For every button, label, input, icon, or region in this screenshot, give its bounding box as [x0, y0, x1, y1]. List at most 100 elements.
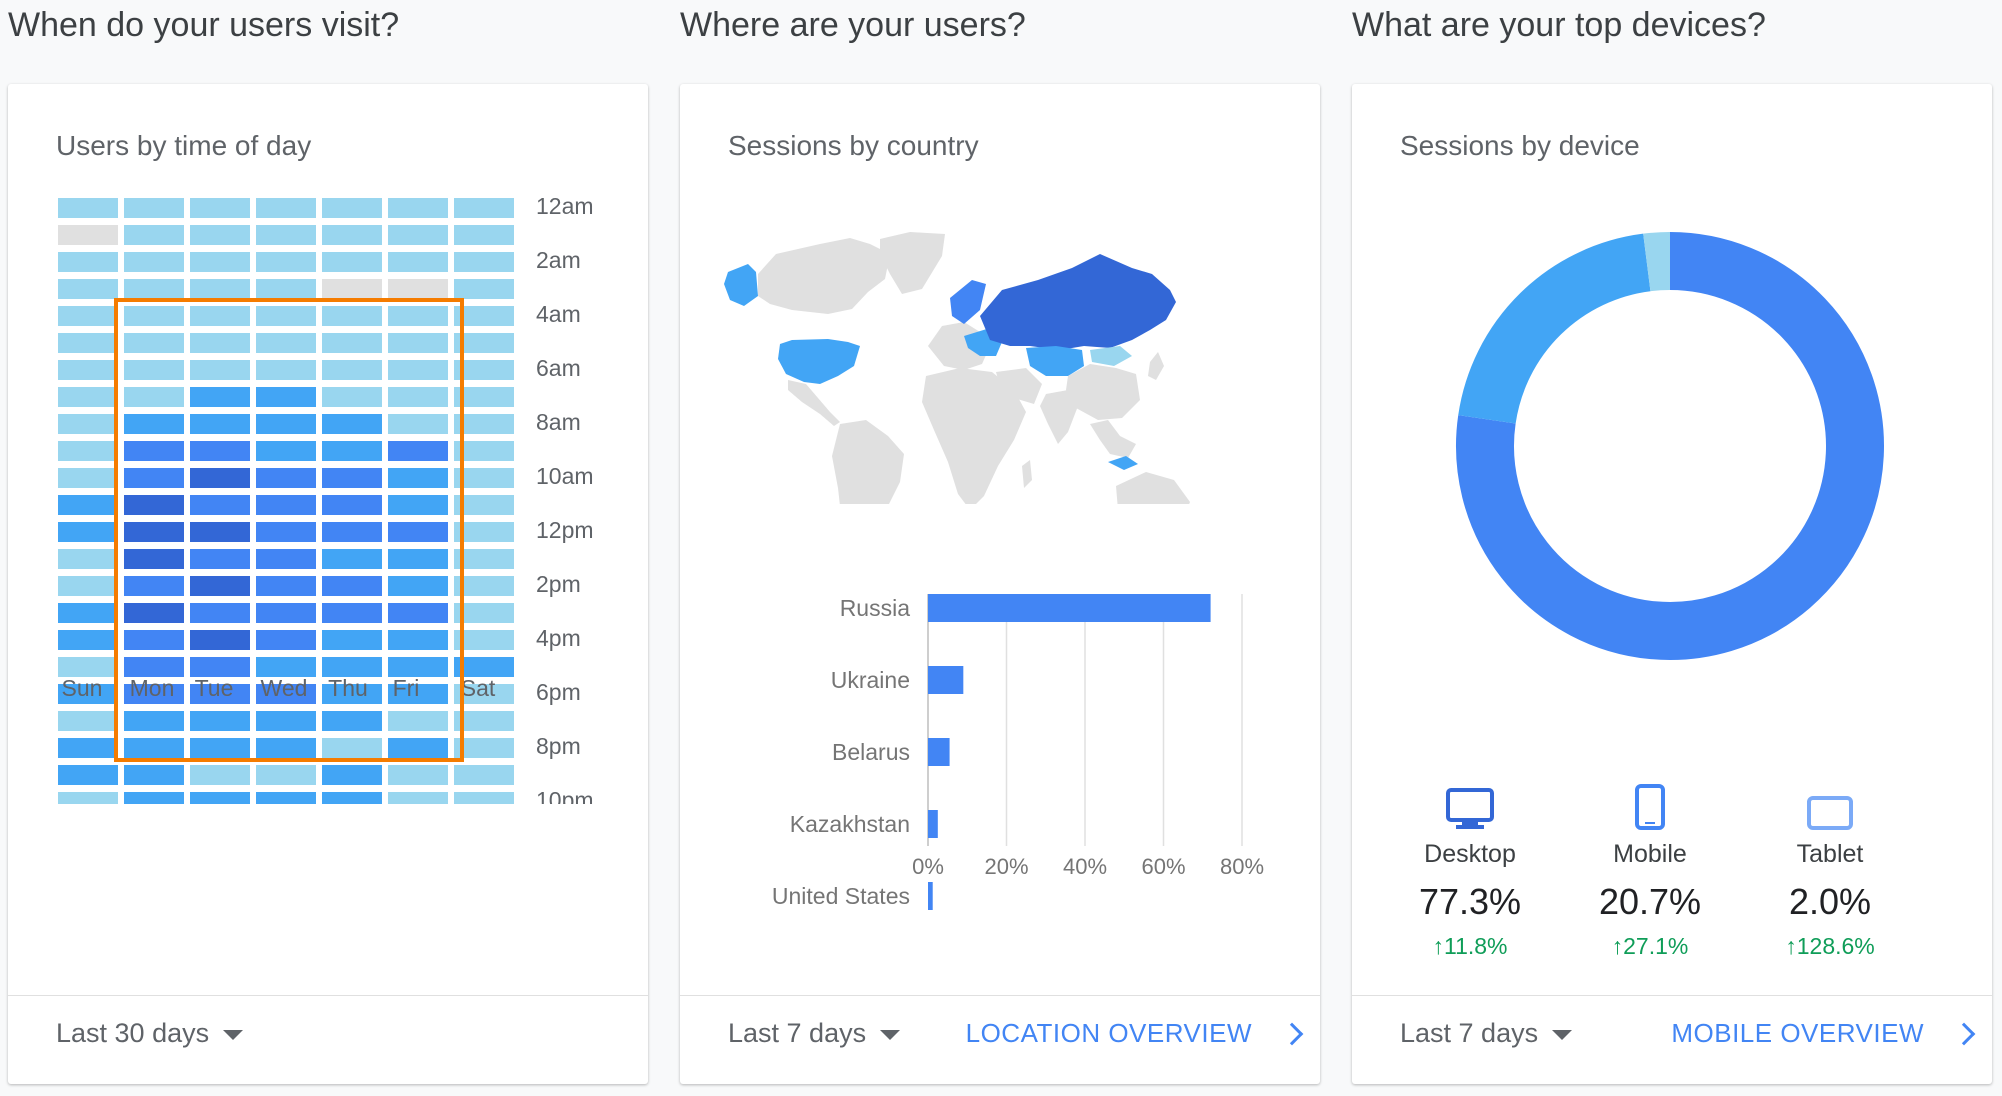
heatmap-cell — [124, 306, 184, 326]
users-by-time-card: Users by time of day 12am 2am 4am 6am 8am 10a… — [8, 84, 648, 1084]
heatmap-cell — [256, 198, 316, 218]
tick-label: 80% — [1220, 854, 1264, 879]
heatmap-cell — [322, 333, 382, 353]
heatmap-cell — [124, 468, 184, 488]
heatmap-cell — [58, 792, 118, 804]
heatmap-cell — [124, 252, 184, 272]
category-label: Ukraine — [831, 667, 910, 693]
heatmap-cell — [388, 252, 448, 272]
heatmap-cell — [124, 792, 184, 804]
card-footer: Last 30 days — [8, 995, 648, 1084]
world-map-landmasses — [724, 232, 1190, 504]
heatmap-cell — [454, 468, 514, 488]
heatmap-cell — [58, 252, 118, 272]
day-label: Thu — [328, 675, 368, 701]
heatmap-cell — [454, 684, 514, 704]
heatmap-cell — [58, 495, 118, 515]
heatmap-cell — [388, 711, 448, 731]
section-title-devices: What are your top devices? — [1352, 6, 1766, 44]
heatmap-cell — [256, 576, 316, 596]
heatmap-cell — [388, 765, 448, 785]
heatmap-cell — [454, 198, 514, 218]
date-range-dropdown[interactable]: Last 7 days — [1400, 1018, 1573, 1049]
heatmap-cell — [58, 225, 118, 245]
day-label: Sat — [461, 675, 496, 701]
heatmap-cell — [256, 603, 316, 623]
bar — [928, 882, 933, 910]
heatmap-cell — [322, 738, 382, 758]
card-footer: Last 7 days LOCATION OVERVIEW — [680, 995, 1320, 1084]
device-change: ↑27.1% — [1611, 933, 1689, 959]
heatmap-cell — [388, 738, 448, 758]
highlight-box — [114, 298, 464, 762]
heatmap-cell — [322, 252, 382, 272]
hour-label: 6am — [536, 355, 581, 381]
tick-label: 0% — [912, 854, 944, 879]
heatmap-cell — [322, 657, 382, 677]
heatmap-cell — [58, 387, 118, 407]
heatmap-cell — [454, 576, 514, 596]
hour-label: 12am — [536, 193, 594, 219]
heatmap-cell — [256, 711, 316, 731]
heatmap-cell — [124, 765, 184, 785]
heatmap-cell — [454, 252, 514, 272]
heatmap-cell — [322, 792, 382, 804]
heatmap-cell — [58, 306, 118, 326]
day-label: Sun — [62, 675, 103, 701]
device-tablet: Tablet 2.0% ↑128.6% — [1750, 780, 1910, 960]
heatmap-cell — [322, 306, 382, 326]
heatmap-cell — [190, 630, 250, 650]
day-label: Tue — [195, 675, 234, 701]
date-range-label: Last 30 days — [56, 1018, 210, 1048]
location-overview-link[interactable]: LOCATION OVERVIEW — [966, 1018, 1304, 1049]
chevron-right-icon — [1952, 1022, 1976, 1045]
date-range-label: Last 7 days — [728, 1018, 867, 1048]
category-label: Russia — [840, 595, 911, 621]
heatmap-cell — [58, 279, 118, 299]
date-range-dropdown[interactable]: Last 30 days — [56, 1018, 244, 1049]
heatmap-cell — [454, 549, 514, 569]
heatmap-cell — [124, 738, 184, 758]
bar — [928, 810, 938, 838]
heatmap-cell — [58, 603, 118, 623]
section-title-where: Where are your users? — [680, 6, 1026, 44]
donut-slice — [1458, 233, 1652, 425]
heatmap-cell — [124, 630, 184, 650]
bar — [928, 594, 1211, 622]
heatmap-cell — [454, 225, 514, 245]
heatmap-cell — [322, 549, 382, 569]
heatmap-cell — [58, 711, 118, 731]
heatmap-cell — [58, 765, 118, 785]
heatmap-cell — [322, 414, 382, 434]
heatmap-cell — [256, 549, 316, 569]
heatmap-cell — [124, 198, 184, 218]
heatmap-cell — [388, 792, 448, 804]
heatmap-cell — [454, 306, 514, 326]
sessions-by-device-card: Sessions by device Desktop 77.3% ↑11.8% … — [1352, 84, 1992, 1084]
heatmap-cell — [256, 333, 316, 353]
heatmap-cell — [454, 333, 514, 353]
device-change-value: 27.1% — [1623, 933, 1689, 959]
device-desktop: Desktop 77.3% ↑11.8% — [1390, 780, 1550, 960]
heatmap-cell — [190, 495, 250, 515]
tablet-icon — [1750, 780, 1910, 830]
heatmap-cell — [388, 495, 448, 515]
heatmap-cell — [190, 792, 250, 804]
date-range-dropdown[interactable]: Last 7 days — [728, 1018, 901, 1049]
sessions-by-country-card: Sessions by country — [680, 84, 1320, 1084]
mobile-overview-link[interactable]: MOBILE OVERVIEW — [1671, 1018, 1976, 1049]
heatmap-cell — [256, 387, 316, 407]
donut-slice — [1456, 232, 1884, 660]
caret-down-icon — [223, 1029, 244, 1040]
heatmap-cell — [256, 306, 316, 326]
heatmap-cell — [190, 468, 250, 488]
heatmap-cell — [58, 576, 118, 596]
heatmap-cell — [256, 792, 316, 804]
bar — [928, 666, 964, 694]
heatmap-cell — [388, 522, 448, 542]
heatmap-cell — [190, 522, 250, 542]
heatmap-cell — [322, 468, 382, 488]
heatmap-cell — [454, 711, 514, 731]
heatmap-cell — [190, 252, 250, 272]
heatmap-cell — [58, 468, 118, 488]
